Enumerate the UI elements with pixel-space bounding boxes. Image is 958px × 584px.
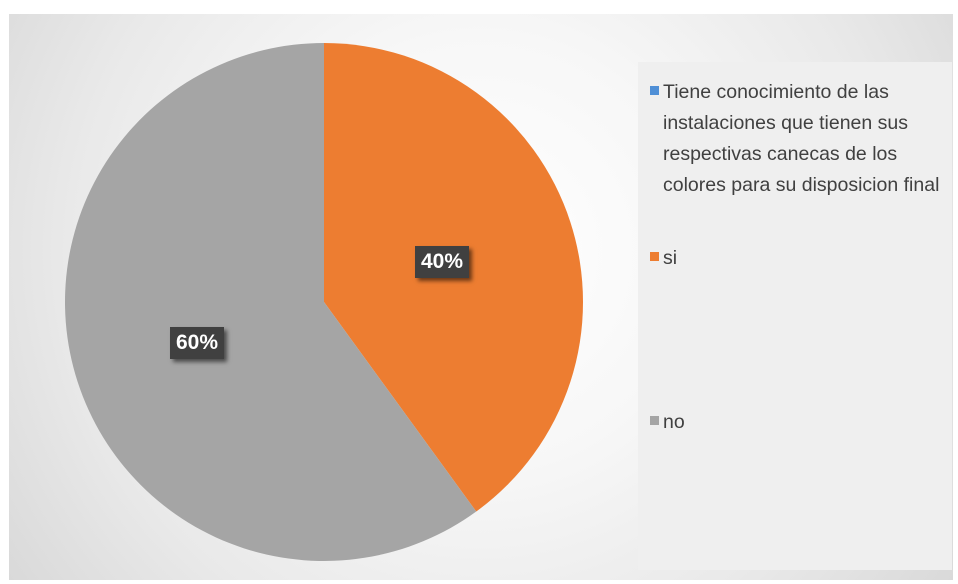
legend: Tiene conocimiento de las instalaciones …	[638, 62, 952, 570]
chart-area: 40% 60% Tiene conocimiento de las instal…	[9, 14, 953, 580]
legend-item-no: no	[650, 407, 945, 438]
legend-swatch-orange	[650, 252, 659, 261]
data-label-no: 60%	[170, 327, 225, 359]
legend-swatch-blue	[650, 86, 659, 95]
legend-item-si: si	[650, 243, 945, 274]
legend-label-si: si	[663, 247, 678, 269]
legend-item-question: Tiene conocimiento de las instalaciones …	[650, 77, 945, 201]
data-label-si: 40%	[415, 246, 470, 278]
legend-label-question: Tiene conocimiento de las instalaciones …	[663, 81, 940, 196]
pie-slice-no	[64, 43, 477, 562]
legend-label-no: no	[663, 411, 685, 433]
legend-swatch-gray	[650, 416, 659, 425]
